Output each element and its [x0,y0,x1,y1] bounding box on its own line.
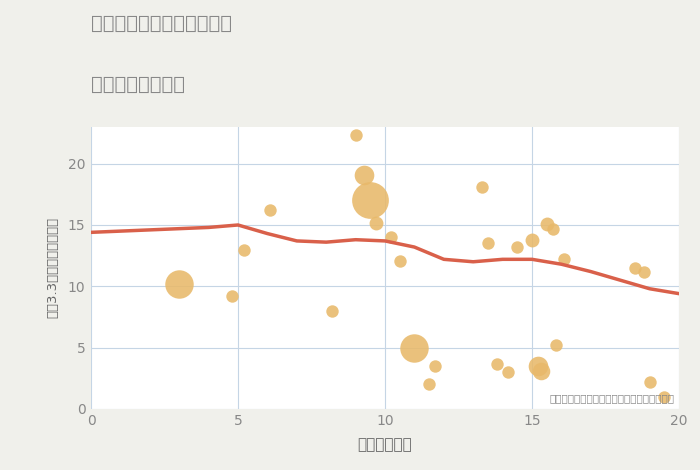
Point [424,381,435,388]
Point [238,246,249,253]
Point [526,236,538,243]
Point [638,268,650,275]
Text: 兵庫県豊岡市但東町平田の: 兵庫県豊岡市但東町平田の [91,14,232,33]
Point [326,307,337,314]
Point [359,171,370,179]
Point [550,341,561,349]
Point [503,368,514,376]
Point [659,393,670,400]
Point [629,264,641,272]
Text: 駅距離別土地価格: 駅距離別土地価格 [91,75,185,94]
Point [512,243,523,251]
Point [409,344,420,352]
Point [559,256,570,263]
Point [477,183,488,191]
Point [385,234,396,241]
Point [265,206,276,214]
Point [227,292,238,300]
Point [429,362,440,370]
Point [394,257,405,264]
Point [174,280,185,288]
Point [536,367,547,375]
Point [547,225,558,233]
Y-axis label: 坪（3.3㎡）単価（万円）: 坪（3.3㎡）単価（万円） [46,217,60,319]
X-axis label: 駅距離（分）: 駅距離（分） [358,437,412,452]
Point [350,132,361,139]
Point [482,240,493,247]
Point [644,378,655,386]
Text: 円の大きさは、取引のあった物件面積を示す: 円の大きさは、取引のあった物件面積を示す [550,393,675,403]
Point [365,197,376,204]
Point [370,219,382,226]
Point [491,360,503,367]
Point [532,362,543,370]
Point [541,220,552,227]
